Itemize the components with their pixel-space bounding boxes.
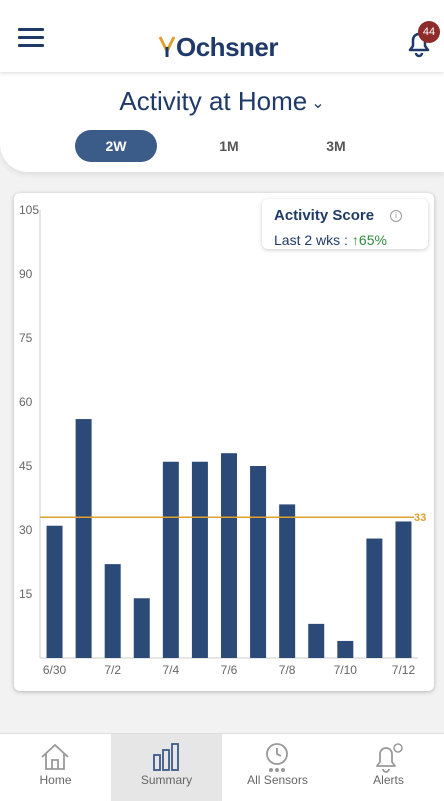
bar-6/30 bbox=[46, 525, 63, 658]
app-header: Ochsner 44 bbox=[0, 0, 444, 72]
x-tick-label: 6/30 bbox=[43, 663, 67, 677]
x-tick-label: 7/2 bbox=[104, 663, 121, 677]
y-tick-label: 90 bbox=[19, 267, 33, 281]
tab-alerts[interactable]: Alerts bbox=[333, 734, 444, 801]
y-tick-label: 60 bbox=[19, 395, 33, 409]
y-tick-label: 45 bbox=[19, 459, 33, 473]
bar-7/5 bbox=[191, 461, 208, 658]
bar-7/11 bbox=[366, 538, 383, 658]
chevron-down-icon: ⌄ bbox=[311, 95, 325, 113]
home-icon bbox=[41, 743, 69, 770]
page-title: Activity at Home bbox=[119, 86, 308, 116]
notification-count-badge: 44 bbox=[418, 21, 440, 43]
x-tick-label: 7/4 bbox=[163, 663, 180, 677]
range-tab-2w[interactable]: 2W bbox=[75, 130, 157, 162]
bar-chart-icon bbox=[153, 743, 179, 771]
x-tick-label: 7/12 bbox=[392, 663, 416, 677]
tab-all-sensors-label: All Sensors bbox=[247, 773, 308, 787]
period-label: Last 2 wks : bbox=[274, 232, 348, 248]
tab-summary-label: Summary bbox=[140, 773, 193, 787]
bar-7/3 bbox=[133, 598, 150, 658]
logo-mark-icon bbox=[158, 36, 176, 57]
activity-score-card: Activity Score i Last 2 wks : ↑65% bbox=[262, 199, 428, 249]
activity-score-title: Activity Score bbox=[274, 207, 375, 224]
tab-summary[interactable]: Summary bbox=[111, 734, 222, 801]
y-tick-label: 105 bbox=[19, 203, 39, 217]
x-tick-label: 7/8 bbox=[279, 663, 296, 677]
ochsner-logo: Ochsner bbox=[158, 30, 279, 64]
bar-7/6 bbox=[221, 453, 237, 658]
range-tab-1m[interactable]: 1M bbox=[219, 138, 239, 154]
bell-gear-icon bbox=[376, 743, 403, 773]
bar-7/4 bbox=[162, 461, 179, 658]
range-tab-3m[interactable]: 3M bbox=[326, 138, 346, 154]
reference-line-label: 33 bbox=[414, 512, 426, 524]
y-tick-label: 75 bbox=[19, 331, 33, 345]
clock-icon bbox=[266, 743, 288, 772]
bar-7/8 bbox=[279, 504, 296, 658]
bar-7/12 bbox=[395, 521, 412, 658]
bar-7/9 bbox=[308, 623, 325, 658]
y-tick-label: 30 bbox=[19, 523, 33, 537]
tab-alerts-label: Alerts bbox=[373, 773, 404, 787]
page-subheader: Activity at Home ⌄ 2W 1M 3M bbox=[0, 72, 444, 172]
activity-bar-chart: 15 30 45 60 75 90 105 6/30 7/2 7/4 7/6 7/8 7/10 7/12 3… bbox=[19, 203, 426, 677]
bar-7/1 bbox=[75, 419, 92, 658]
x-tick-label: 7/10 bbox=[334, 663, 358, 677]
logo-text: Ochsner bbox=[176, 31, 279, 62]
bar-7/7 bbox=[250, 466, 267, 658]
bar-7/2 bbox=[104, 564, 121, 658]
tab-all-sensors[interactable]: All Sensors bbox=[222, 734, 333, 801]
tab-home[interactable]: Home bbox=[0, 734, 111, 801]
page-title-dropdown[interactable]: Activity at Home ⌄ bbox=[0, 86, 444, 117]
bottom-tab-bar: Home Summary All Sensors Alerts bbox=[0, 733, 444, 801]
score-change: ↑65% bbox=[351, 232, 387, 248]
info-icon[interactable]: i bbox=[390, 210, 402, 222]
bar-7/10 bbox=[337, 640, 354, 658]
x-tick-label: 7/6 bbox=[221, 663, 238, 677]
tab-home-label: Home bbox=[39, 773, 72, 787]
activity-score-summary: Last 2 wks : ↑65% bbox=[274, 232, 387, 248]
menu-icon[interactable] bbox=[18, 28, 44, 50]
y-tick-label: 15 bbox=[19, 587, 33, 601]
